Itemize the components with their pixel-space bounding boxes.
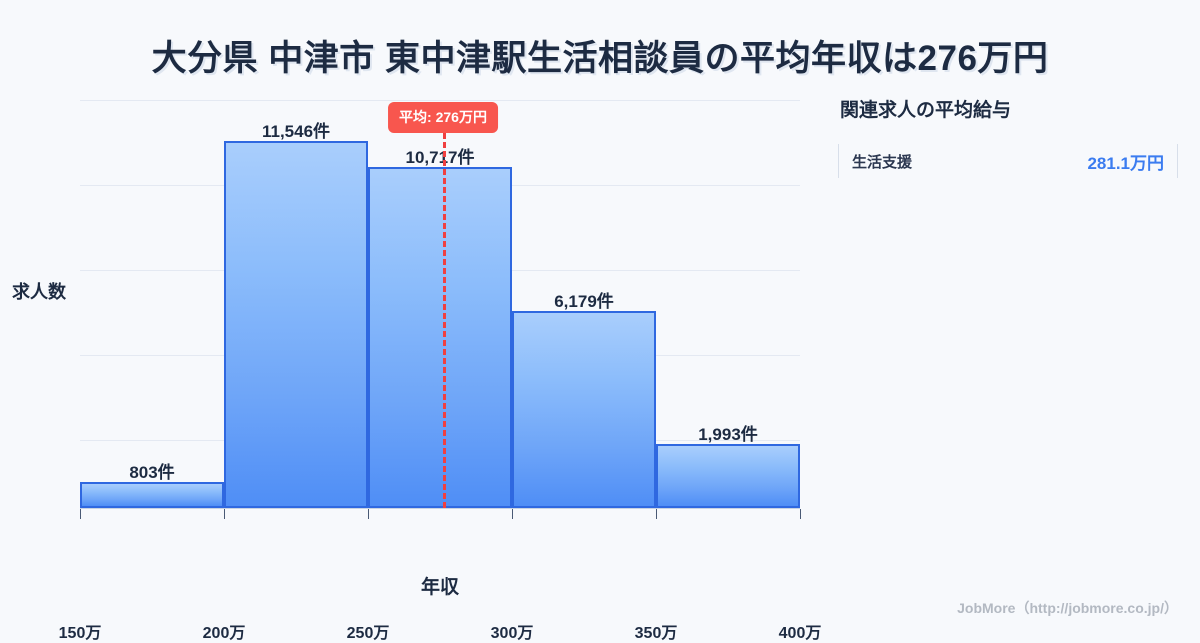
x-axis-tick-label: 300万	[490, 625, 534, 642]
x-axis-title: 年収	[420, 577, 459, 598]
bar-value-label: 11,546件	[261, 122, 331, 141]
related-salary-row-label: 生活支援	[852, 153, 913, 171]
y-axis-title: 求人数	[12, 282, 66, 302]
footer-watermark: JobMore（http://jobmore.co.jp/）	[957, 600, 1178, 616]
bar-value-label: 1,993件	[698, 425, 758, 444]
x-axis-tick-label: 350万	[634, 625, 678, 642]
histogram-bar[interactable]	[512, 311, 656, 508]
x-axis-tick	[224, 509, 225, 519]
x-axis-tick	[368, 509, 369, 519]
histogram-bar[interactable]	[368, 167, 512, 508]
x-axis-tick-label: 250万	[346, 625, 390, 642]
related-salary-panel: 関連求人の平均給与 生活支援 281.1万円	[838, 95, 1178, 178]
x-axis-tick	[800, 509, 801, 519]
plot-area: 803件 11,546件 10,717件 6,179件 1,993件 平均: 2…	[59, 95, 821, 642]
x-axis-tick-label: 200万	[202, 625, 246, 642]
related-salary-row-value: 281.1万円	[1087, 153, 1164, 173]
average-badge[interactable]: 平均: 276万円	[388, 102, 498, 133]
x-axis-tick-label: 150万	[58, 625, 102, 642]
bar-value-label: 10,717件	[405, 148, 475, 167]
x-axis-tick-label: 400万	[778, 625, 822, 642]
bar-value-label: 803件	[129, 463, 175, 482]
average-line	[443, 133, 446, 508]
bar-value-label: 6,179件	[554, 292, 614, 311]
chart-container: 求人数 803件 11,546件 10,717件 6,179件 1,993件 平…	[12, 95, 821, 642]
gridline	[80, 100, 800, 101]
histogram-bar[interactable]	[656, 444, 800, 508]
related-salary-title: 関連求人の平均給与	[840, 100, 1012, 121]
histogram-bar[interactable]	[80, 482, 224, 508]
x-axis-tick	[80, 509, 81, 519]
x-axis-tick	[656, 509, 657, 519]
related-salary-row[interactable]: 生活支援 281.1万円	[838, 144, 1178, 178]
histogram-bar[interactable]	[224, 141, 368, 508]
x-axis-tick	[512, 509, 513, 519]
page-title: 大分県 中津市 東中津駅生活相談員の平均年収は276万円	[151, 39, 1049, 78]
x-axis-baseline	[80, 508, 800, 509]
